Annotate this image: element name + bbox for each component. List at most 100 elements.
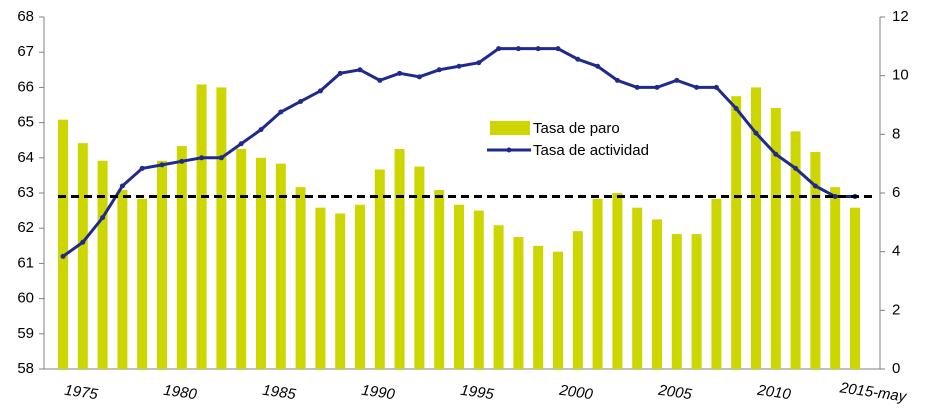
y-tick-label: 59 <box>17 325 34 342</box>
x-tick-label: 1995 <box>459 382 495 404</box>
legend-marker <box>506 147 512 153</box>
line-marker <box>436 67 442 73</box>
bar <box>374 169 385 369</box>
bar <box>691 234 702 369</box>
legend-label: Tasa de paro <box>533 120 620 137</box>
line-marker <box>377 77 383 83</box>
bar <box>493 225 504 369</box>
bar <box>454 204 464 369</box>
x-tick-label: 1975 <box>63 382 99 404</box>
line-marker <box>159 162 165 168</box>
line-marker <box>80 239 86 245</box>
y2-tick-label: 8 <box>892 125 900 142</box>
y-tick-label: 65 <box>17 114 34 131</box>
bar <box>295 187 306 369</box>
x-tick-label: 1990 <box>360 382 396 404</box>
line-marker <box>773 151 779 157</box>
line-marker <box>634 84 640 90</box>
line-marker <box>476 60 482 66</box>
bar <box>97 160 108 369</box>
y-tick-label: 58 <box>17 360 34 377</box>
bar <box>58 119 68 370</box>
line-marker <box>832 194 838 200</box>
y2-tick-label: 10 <box>892 67 909 84</box>
bar <box>513 237 524 369</box>
y-tick-label: 63 <box>17 184 34 201</box>
line-marker <box>515 46 521 52</box>
bar <box>592 198 603 369</box>
y2-tick-label: 4 <box>892 243 900 260</box>
bar <box>612 193 623 369</box>
bar <box>553 251 563 369</box>
bar <box>671 234 682 369</box>
line-marker <box>595 63 601 69</box>
line-marker <box>238 141 244 147</box>
line-marker <box>298 98 304 104</box>
line-marker <box>100 215 106 221</box>
line-marker <box>713 84 719 90</box>
y-tick-label: 68 <box>17 8 34 25</box>
line-marker <box>496 46 502 52</box>
line-marker <box>416 74 422 80</box>
bar <box>414 166 425 369</box>
line-marker <box>614 77 620 83</box>
bar <box>790 131 801 369</box>
line-marker <box>535 46 541 52</box>
line-marker <box>397 70 403 76</box>
bar <box>572 231 583 369</box>
line-marker <box>812 183 818 189</box>
line-marker <box>179 158 185 164</box>
x-tick-label: 2000 <box>557 382 594 404</box>
line-marker <box>60 253 66 259</box>
y2-tick-label: 6 <box>892 184 900 201</box>
line-marker <box>555 46 561 52</box>
y-tick-label: 61 <box>17 254 34 271</box>
bar <box>632 207 643 369</box>
line-marker <box>575 56 581 62</box>
y-tick-label: 64 <box>17 149 34 166</box>
bar <box>652 219 662 369</box>
line-marker <box>733 106 739 112</box>
bar <box>711 198 722 369</box>
x-tick-label: 1985 <box>261 382 297 404</box>
y-tick-label: 66 <box>17 78 34 95</box>
bar <box>77 143 88 369</box>
y2-tick-label: 12 <box>892 8 909 25</box>
bar <box>137 198 148 369</box>
line-marker <box>456 63 462 69</box>
bar <box>275 163 286 369</box>
x-tick-label: 2010 <box>755 382 792 404</box>
bar <box>810 151 821 369</box>
y-tick-label: 67 <box>17 43 34 60</box>
line-marker <box>317 88 323 94</box>
line-marker <box>139 165 145 171</box>
y2-tick-label: 0 <box>892 360 900 377</box>
line-marker <box>694 84 700 90</box>
bar <box>355 204 365 369</box>
line-marker <box>278 109 284 115</box>
bar <box>256 157 266 369</box>
bar <box>394 149 405 369</box>
line-marker <box>357 67 363 73</box>
legend-label: Tasa de actividad <box>533 142 649 159</box>
line-marker <box>793 165 799 171</box>
x-tick-label: 1980 <box>162 382 198 404</box>
bar <box>770 107 781 369</box>
bar <box>335 213 346 369</box>
legend-swatch <box>490 121 530 135</box>
bar <box>473 210 484 369</box>
line-marker <box>654 84 660 90</box>
bar <box>830 187 841 369</box>
bar <box>731 96 742 369</box>
bar <box>315 207 326 369</box>
line-marker <box>199 155 205 161</box>
line-marker <box>119 183 125 189</box>
bar <box>117 190 128 369</box>
line-marker <box>218 155 224 161</box>
line-marker <box>753 130 759 136</box>
bar <box>157 160 167 369</box>
bar <box>176 146 187 369</box>
bar <box>236 149 247 369</box>
y2-tick-label: 2 <box>892 301 900 318</box>
